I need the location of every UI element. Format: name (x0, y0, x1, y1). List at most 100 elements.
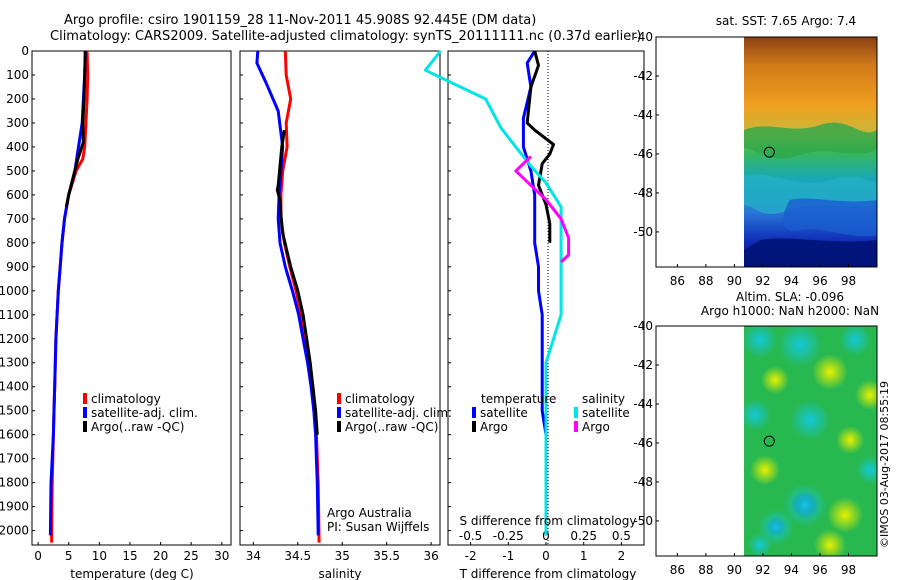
legend-swatch-climatology (83, 393, 87, 404)
lon-tick-label: 98 (841, 563, 856, 577)
temperature-xlabel: temperature (deg C) (70, 567, 193, 580)
s-tick-label: 0.25 (570, 529, 597, 543)
y-tick-label: 400 (6, 140, 29, 154)
salinity-xlabel: salinity (318, 567, 361, 580)
series-line-satellite-adj-clim- (48, 50, 87, 536)
s-tick-label: -0.25 (493, 529, 524, 543)
difference-panel: -2 -1 0 1 2 -0.5 -0.25 0 0.25 0.5 S difference fr… (423, 50, 645, 580)
legend-swatch-t-argo (472, 421, 476, 432)
s-tick-label: 0 (542, 529, 550, 543)
x-tick-label: 0 (542, 549, 550, 563)
legend-header-salinity: salinity (582, 392, 625, 406)
lat-tick-label: -48 (633, 475, 653, 489)
legend-swatch-argo (83, 421, 87, 432)
series-line-satellite-adj-clim- (255, 50, 320, 536)
lat-tick-label: -44 (633, 108, 653, 122)
legend-swatch-s-satellite (574, 407, 578, 418)
y-tick-label: 1600 (0, 428, 29, 442)
temperature-legend: climatology satellite-adj. clim. Argo(..… (83, 392, 198, 434)
sla-map-subtitle: Argo h1000: NaN h2000: NaN (701, 304, 879, 318)
x-tick-label: 5 (65, 549, 73, 563)
sst-heatmap (744, 37, 877, 267)
argo-australia-label: Argo Australia (327, 506, 412, 520)
series-line-argo-raw-qc- (64, 50, 87, 208)
sst-map-title: sat. SST: 7.65 Argo: 7.4 (716, 14, 856, 28)
y-tick-label: 1000 (0, 284, 29, 298)
x-tick-label: 35.5 (373, 549, 400, 563)
sla-map-panel: Altim. SLA: -0.096 Argo h1000: NaN h2000… (633, 290, 879, 577)
y-tick-label: 1300 (0, 356, 29, 370)
chart-title-line2: Climatology: CARS2009. Satellite-adjuste… (50, 29, 642, 44)
y-tick-label: 200 (6, 92, 29, 106)
series-line-t-satellite (521, 50, 548, 536)
x-tick-label: 25 (184, 549, 199, 563)
argo-position-marker (763, 146, 775, 158)
legend-label-s-satellite: satellite (582, 406, 630, 420)
y-tick-label: 1900 (0, 500, 29, 514)
y-tick-label: 1200 (0, 332, 29, 346)
lat-tick-label: -46 (633, 436, 653, 450)
lon-tick-label: 90 (727, 274, 742, 288)
lon-tick-label: 86 (670, 274, 685, 288)
lon-tick-label: 92 (755, 563, 770, 577)
lat-tick-label: -42 (633, 69, 653, 83)
sla-map-frame (655, 325, 878, 557)
sst-map-panel: sat. SST: 7.65 Argo: 7.4 86 88 90 92 94 96 98 -… (633, 14, 878, 288)
y-tick-label: 800 (6, 236, 29, 250)
x-tick-label: 10 (92, 549, 107, 563)
x-tick-label: 35 (335, 549, 350, 563)
argo-position-marker (763, 435, 775, 447)
lon-tick-label: 94 (784, 274, 799, 288)
legend-label-satellite: satellite-adj. clim. (345, 406, 452, 420)
lon-tick-label: 98 (841, 274, 856, 288)
legend-label-satellite: satellite-adj. clim. (91, 406, 198, 420)
x-tick-label: 36 (423, 549, 438, 563)
lon-tick-label: 90 (727, 563, 742, 577)
temperature-panel: 0100200300400500600700800900100011001200… (0, 44, 232, 580)
pi-name-label: PI: Susan Wijffels (327, 520, 429, 534)
x-tick-label: -1 (502, 549, 514, 563)
y-tick-label: 1500 (0, 404, 29, 418)
series-line-argo-raw-qc- (275, 129, 319, 435)
sla-map-title: Altim. SLA: -0.096 (736, 290, 844, 304)
series-line-s-argo (514, 155, 571, 264)
legend-swatch-t-satellite (472, 407, 476, 418)
difference-legend: temperature salinity satellite Argo sate… (472, 392, 630, 434)
legend-label-argo: Argo(..raw -QC) (345, 420, 438, 434)
chart-title-line1: Argo profile: csiro 1901159_28 11-Nov-20… (64, 13, 537, 28)
legend-label-t-satellite: satellite (480, 406, 528, 420)
y-tick-label: 1400 (0, 380, 29, 394)
legend-swatch-climatology (337, 393, 341, 404)
lon-tick-label: 88 (698, 563, 713, 577)
legend-header-temperature: temperature (481, 392, 556, 406)
legend-swatch-satellite (83, 407, 87, 418)
legend-label-climatology: climatology (91, 392, 161, 406)
series-line-t-argo (525, 50, 555, 243)
y-tick-label: 500 (6, 164, 29, 178)
lat-tick-label: -40 (633, 319, 653, 333)
lon-tick-label: 94 (784, 563, 799, 577)
x-tick-label: 2 (618, 549, 626, 563)
lat-tick-label: -44 (633, 397, 653, 411)
t-difference-label: T difference from climatology (459, 567, 637, 580)
legend-label-s-argo: Argo (582, 420, 610, 434)
x-tick-label: 34.5 (284, 549, 311, 563)
y-tick-label: 300 (6, 116, 29, 130)
y-tick-label: 1700 (0, 452, 29, 466)
x-tick-label: 0 (34, 549, 42, 563)
y-tick-label: 700 (6, 212, 29, 226)
s-tick-label: -0.5 (459, 529, 482, 543)
x-tick-label: 1 (580, 549, 588, 563)
lon-tick-label: 96 (812, 563, 827, 577)
sst-map-frame (655, 36, 878, 268)
lat-tick-label: -46 (633, 147, 653, 161)
salinity-legend: climatology satellite-adj. clim. Argo(..… (337, 392, 452, 434)
x-tick-label: 30 (214, 549, 229, 563)
s-difference-label: S difference from climatology (460, 514, 637, 528)
legend-label-t-argo: Argo (480, 420, 508, 434)
x-tick-label: 20 (153, 549, 168, 563)
lat-tick-label: -50 (633, 514, 653, 528)
legend-label-argo: Argo(..raw -QC) (91, 420, 184, 434)
y-tick-label: 1100 (0, 308, 29, 322)
